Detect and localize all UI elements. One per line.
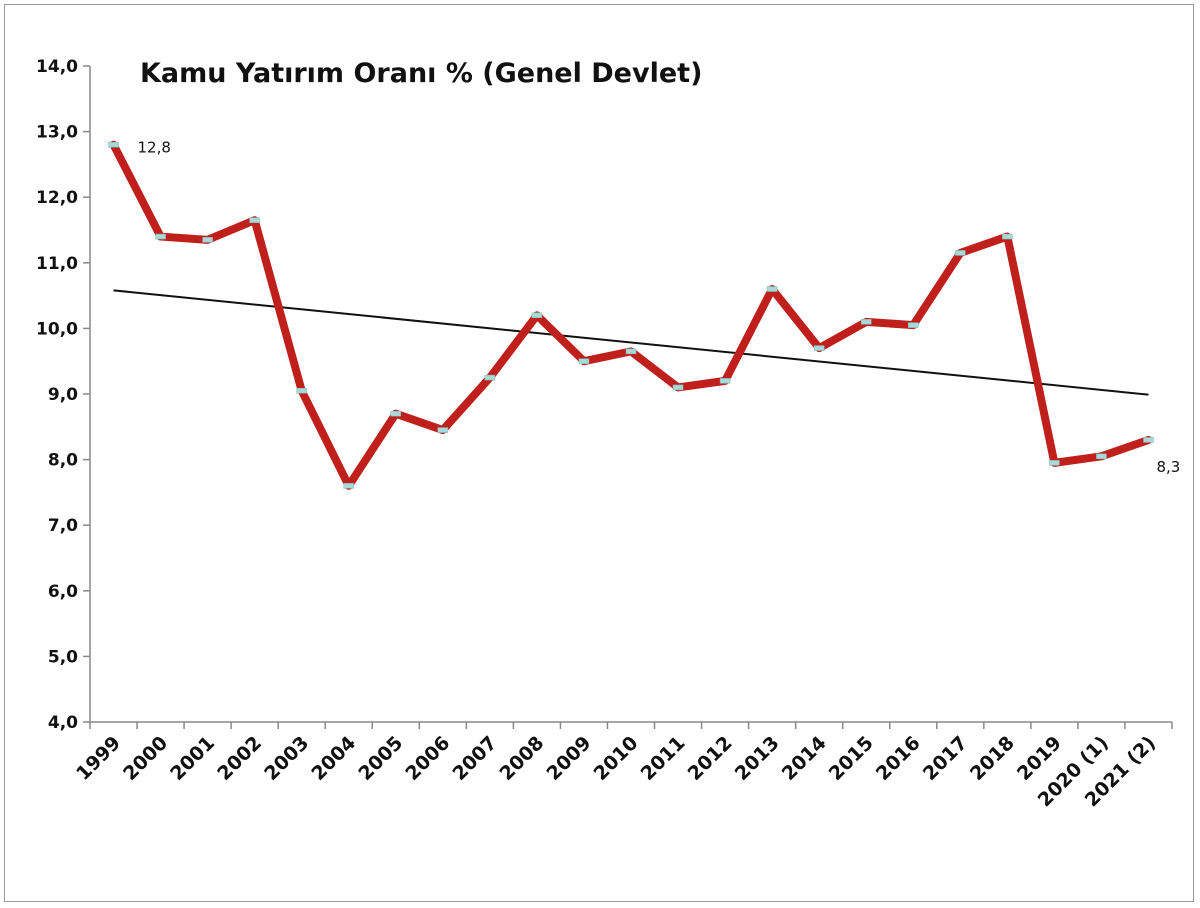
x-tick-label: 2012 <box>684 732 737 785</box>
data-point <box>672 384 684 391</box>
x-tick-label: 2016 <box>872 732 925 785</box>
y-tick-label: 11,0 <box>36 254 78 274</box>
y-tick-label: 14,0 <box>36 57 78 77</box>
x-tick-label: 2009 <box>543 732 596 785</box>
data-point <box>108 141 119 148</box>
data-point <box>578 358 590 364</box>
y-tick-label: 8,0 <box>48 451 78 471</box>
x-tick-label: 2010 <box>590 732 643 785</box>
x-tick-label: 2002 <box>213 732 266 785</box>
data-point <box>343 483 354 489</box>
x-tick-label: 2004 <box>307 732 360 785</box>
y-tick-label: 5,0 <box>48 647 78 667</box>
axes: 4,0 5,0 6,0 7,0 8,0 9,0 10,0 11,0 12,0 13,0 14,0 19… <box>36 57 1173 811</box>
labels-group: 12,8 8,3 <box>138 139 1181 476</box>
data-point <box>249 217 260 223</box>
x-tick-label: 2013 <box>731 732 784 785</box>
x-tick-label: 2008 <box>495 732 548 785</box>
x-tick-label: 2007 <box>448 732 501 785</box>
data-point <box>484 374 496 381</box>
x-tick-label: 2015 <box>825 732 878 785</box>
chart-title: Kamu Yatırım Oranı % (Genel Devlet) <box>140 58 702 89</box>
data-point <box>1143 437 1154 443</box>
y-tick-label: 6,0 <box>48 582 78 602</box>
x-tick-label: 2000 <box>119 732 172 785</box>
y-tick-label: 12,0 <box>36 188 78 208</box>
data-point <box>437 427 449 433</box>
data-point <box>1096 453 1107 460</box>
y-tick-label: 13,0 <box>36 123 78 143</box>
series-group <box>108 140 1154 490</box>
x-tick-label: 2006 <box>401 732 454 785</box>
data-point <box>390 410 402 417</box>
y-tick-label: 9,0 <box>48 385 78 405</box>
trendline-group <box>113 289 1149 396</box>
data-point <box>1049 460 1060 466</box>
data-point <box>155 233 166 240</box>
y-tick-label: 4,0 <box>48 713 78 733</box>
x-tick-label: 2018 <box>966 732 1019 785</box>
x-tick-label: 2011 <box>637 732 690 785</box>
data-point <box>531 312 543 319</box>
x-tick-label: 2003 <box>260 732 313 785</box>
data-point <box>202 237 213 243</box>
data-point <box>766 286 778 292</box>
trendline <box>113 289 1149 396</box>
data-label: 12,8 <box>138 139 171 157</box>
data-point <box>813 345 825 351</box>
data-point <box>908 322 919 328</box>
y-tick-label: 7,0 <box>48 516 78 536</box>
x-tick-label: 2005 <box>354 732 407 785</box>
x-tick-label: 2017 <box>919 732 972 785</box>
data-point <box>719 378 731 384</box>
x-tick-label: 2001 <box>166 732 219 785</box>
data-point <box>860 319 872 325</box>
series-line <box>109 140 1153 490</box>
data-point <box>296 387 307 394</box>
x-tick-label: 1999 <box>72 732 125 785</box>
data-label: 8,3 <box>1156 458 1180 476</box>
x-tick-label: 2014 <box>778 732 831 785</box>
chart-frame <box>4 4 1194 902</box>
data-point <box>625 348 637 355</box>
data-point <box>955 250 966 256</box>
y-tick-label: 10,0 <box>36 319 78 339</box>
data-point <box>1002 233 1013 240</box>
